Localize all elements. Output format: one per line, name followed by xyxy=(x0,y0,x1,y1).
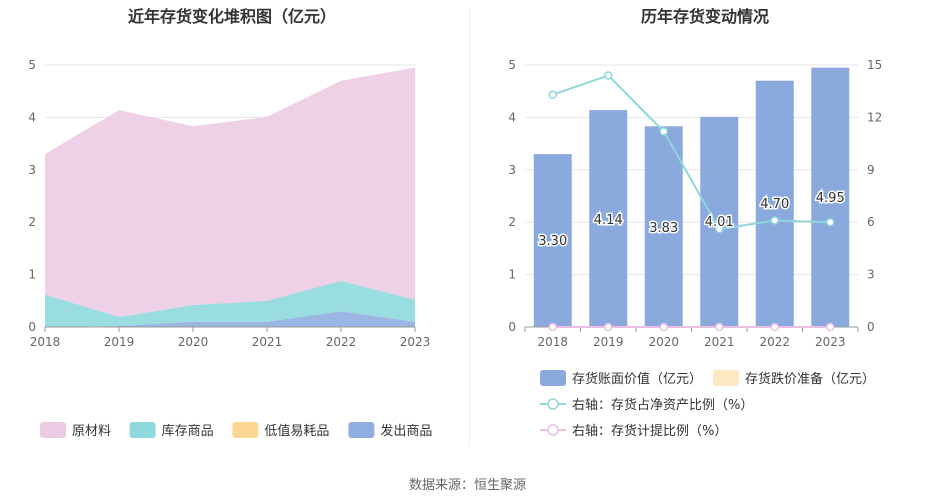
bar-data-label: 3.30 xyxy=(538,234,567,249)
right-y-left-tick-label: 5 xyxy=(508,58,516,72)
left-x-tick-label: 2018 xyxy=(30,335,61,349)
bar-data-label: 4.14 xyxy=(594,213,623,228)
area-发出商品 xyxy=(45,311,415,327)
right-y-right-tick-label: 9 xyxy=(867,163,875,177)
right-y-left-tick-label: 0 xyxy=(508,320,516,334)
line-右轴：存货占净资产比例（%） xyxy=(552,74,831,231)
bar-data-label: 3.83 xyxy=(649,221,678,236)
right-legend-swatch xyxy=(540,370,566,386)
line-point xyxy=(770,322,779,332)
line-point xyxy=(659,322,668,332)
left-y-tick-label: 3 xyxy=(28,163,36,177)
line-point xyxy=(548,322,557,332)
left-y-tick-label: 4 xyxy=(28,110,36,124)
right-chart-title: 历年存货变动情况 xyxy=(641,7,769,26)
left-y-tick-label: 1 xyxy=(28,268,36,282)
right-legend-marker xyxy=(547,424,559,436)
right-y-right-tick-label: 15 xyxy=(867,58,882,72)
line-point xyxy=(604,71,613,80)
bar-inventory-book-value xyxy=(533,154,572,327)
right-legend-swatch xyxy=(713,370,739,386)
line-point xyxy=(604,322,613,332)
right-legend-label: 右轴：存货占净资产比例（%） xyxy=(572,397,753,413)
right-x-tick-label: 2022 xyxy=(759,335,790,349)
bar-data-label: 4.95 xyxy=(816,191,845,206)
right-x-tick-label: 2020 xyxy=(648,335,679,349)
left-x-tick-label: 2019 xyxy=(104,335,135,349)
area-原材料 xyxy=(45,67,415,318)
bar-inventory-book-value xyxy=(589,110,628,328)
right-y-right-tick-label: 12 xyxy=(867,110,882,124)
line-point xyxy=(826,322,835,332)
line-point xyxy=(659,127,668,136)
right-y-left-tick-label: 3 xyxy=(508,163,516,177)
area-库存商品 xyxy=(45,280,415,327)
left-x-tick-label: 2021 xyxy=(252,335,283,349)
bar-inventory-book-value xyxy=(755,80,794,327)
line-point xyxy=(826,217,835,227)
line-point xyxy=(770,216,779,225)
line-point xyxy=(548,90,557,99)
right-y-right-tick-label: 0 xyxy=(867,320,875,334)
left-y-tick-label: 2 xyxy=(28,215,36,229)
bar-inventory-book-value xyxy=(700,116,739,327)
right-legend-label: 右轴：存货计提比例（%） xyxy=(572,423,727,439)
right-y-left-tick-label: 2 xyxy=(508,215,516,229)
left-legend-label: 库存商品 xyxy=(162,423,214,439)
left-y-tick-label: 5 xyxy=(28,58,36,72)
right-legend-label: 存货账面价值（亿元） xyxy=(572,371,702,387)
left-x-tick-label: 2022 xyxy=(326,335,357,349)
left-legend-swatch xyxy=(40,422,66,438)
bar-data-label: 4.70 xyxy=(760,197,789,212)
bar-inventory-book-value xyxy=(811,67,850,328)
right-y-left-tick-label: 4 xyxy=(508,110,516,124)
right-x-tick-label: 2021 xyxy=(704,335,735,349)
line-point xyxy=(715,224,724,234)
left-legend-swatch xyxy=(348,422,375,438)
left-legend-label: 原材料 xyxy=(72,424,111,439)
left-y-tick-label: 0 xyxy=(28,320,36,334)
left-x-tick-label: 2020 xyxy=(178,335,209,349)
panel-divider xyxy=(469,8,470,446)
line-point xyxy=(715,322,724,332)
left-x-tick-label: 2023 xyxy=(400,335,431,349)
left-legend-label: 低值易耗品 xyxy=(264,423,329,439)
left-legend-label: 发出商品 xyxy=(380,423,432,439)
right-legend-marker xyxy=(547,398,559,410)
left-legend-swatch xyxy=(232,422,259,438)
left-legend-swatch xyxy=(129,422,156,438)
right-x-tick-label: 2023 xyxy=(815,335,846,349)
bar-inventory-book-value xyxy=(644,126,683,327)
left-chart-title: 近年存货变化堆积图（亿元） xyxy=(128,7,336,26)
right-y-left-tick-label: 1 xyxy=(508,268,516,282)
right-x-tick-label: 2019 xyxy=(593,335,624,349)
right-y-right-tick-label: 6 xyxy=(867,215,875,229)
data-source-note: 数据来源：恒生聚源 xyxy=(408,478,526,493)
right-y-right-tick-label: 3 xyxy=(867,268,875,282)
bar-data-label: 4.01 xyxy=(705,215,734,230)
right-legend-label: 存货跌价准备（亿元） xyxy=(745,371,875,387)
right-x-tick-label: 2018 xyxy=(537,335,568,349)
